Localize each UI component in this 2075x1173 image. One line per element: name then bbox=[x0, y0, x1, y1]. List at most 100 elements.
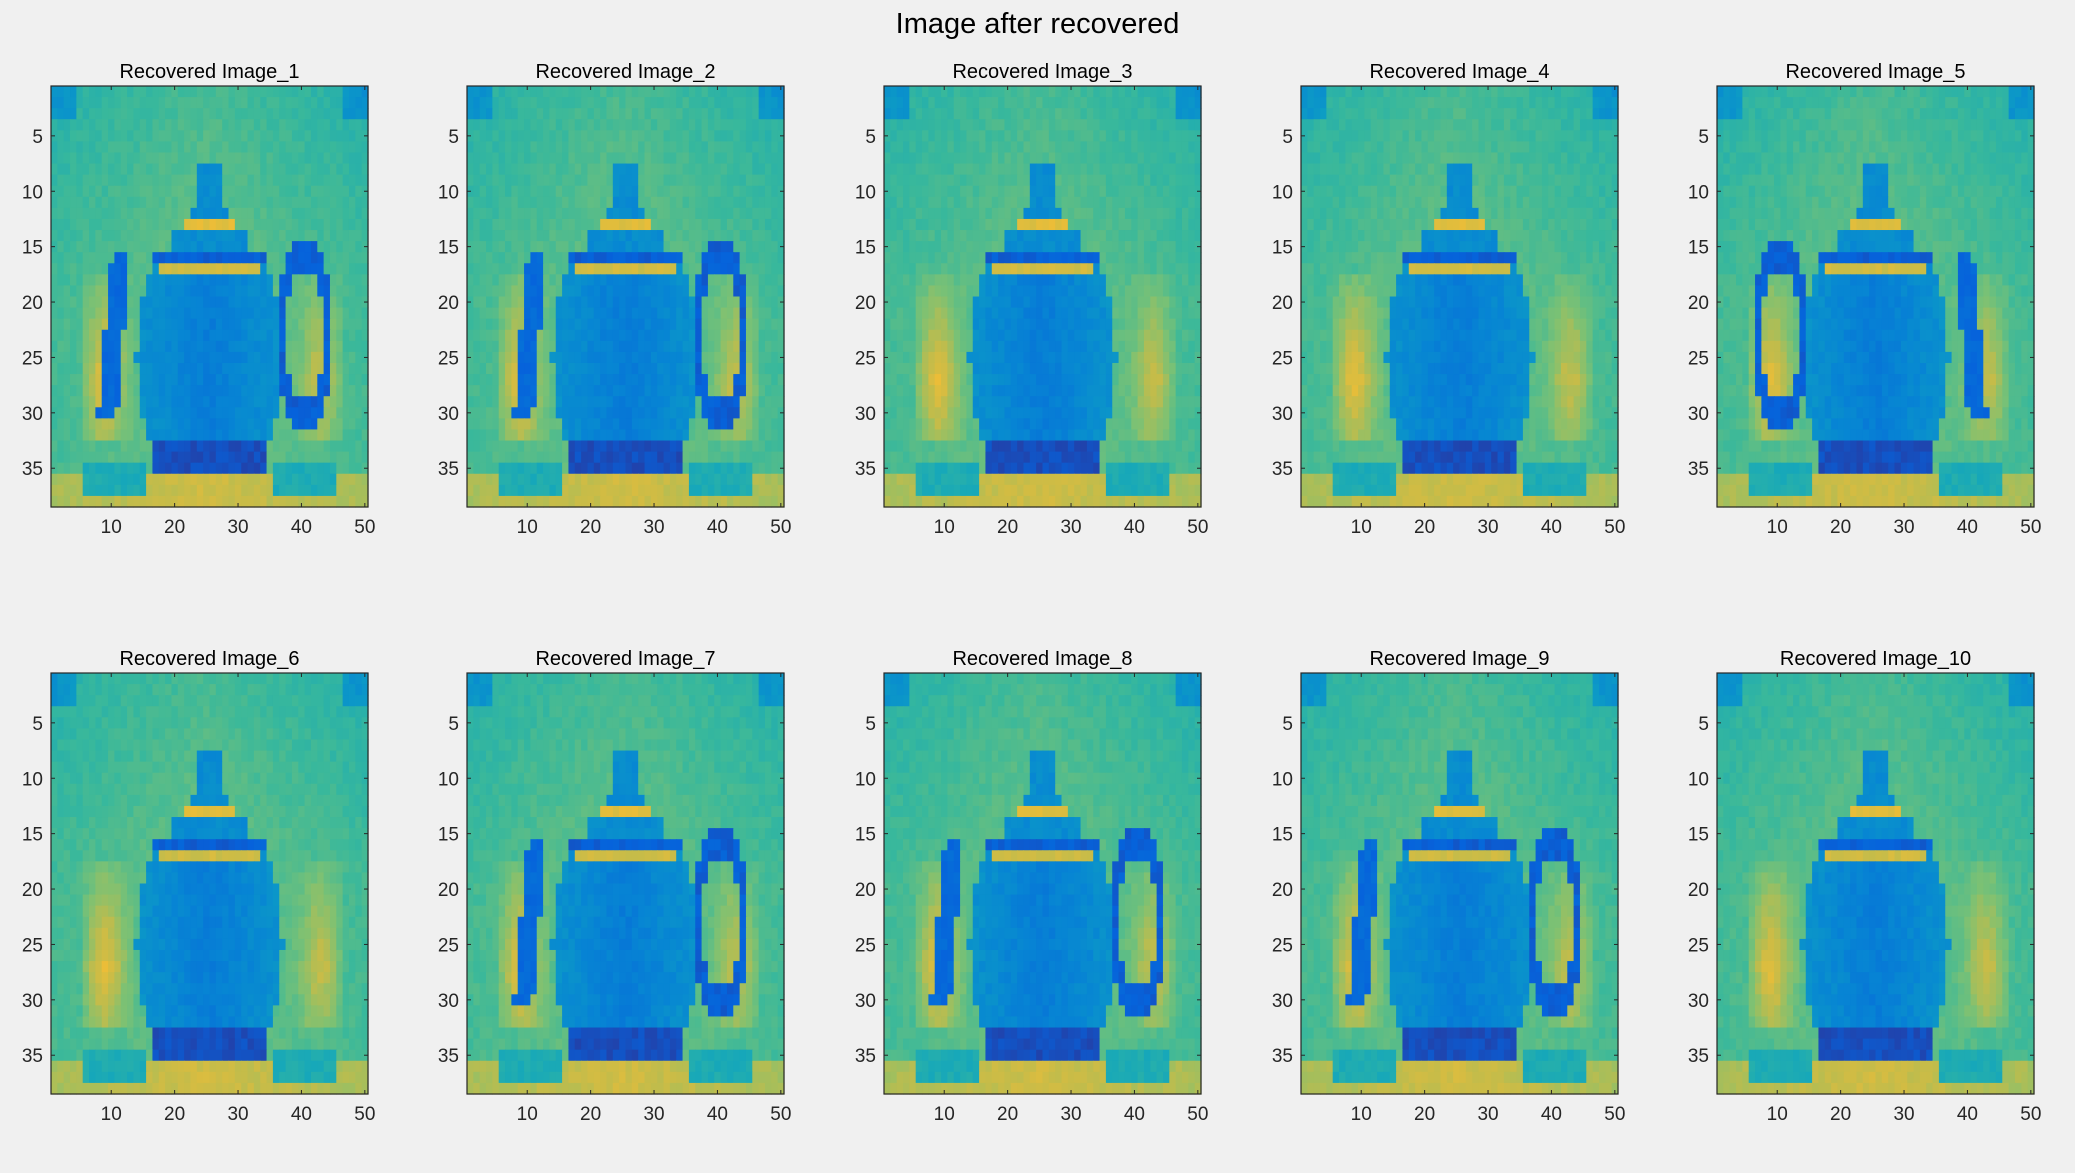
heatmap-cell bbox=[498, 318, 506, 331]
heatmap-cell bbox=[158, 252, 166, 264]
heatmap-cell bbox=[1105, 307, 1113, 320]
heatmap-cell bbox=[524, 385, 531, 397]
heatmap-cell bbox=[985, 274, 993, 287]
heatmap-cell bbox=[612, 207, 620, 220]
heatmap-cell bbox=[82, 252, 90, 264]
heatmap-cell bbox=[998, 141, 1006, 154]
heatmap-cell bbox=[612, 97, 620, 109]
heatmap-cell bbox=[752, 207, 760, 220]
heatmap-cell bbox=[203, 218, 211, 231]
heatmap-cell bbox=[184, 429, 192, 442]
heatmap-cell bbox=[707, 318, 715, 331]
heatmap-cell bbox=[222, 329, 230, 342]
heatmap-cell bbox=[524, 130, 531, 142]
heatmap-cell bbox=[184, 86, 192, 98]
heatmap-cell bbox=[120, 196, 128, 209]
heatmap-cell bbox=[215, 473, 223, 486]
heatmap-cell bbox=[57, 252, 65, 264]
heatmap-cell bbox=[562, 362, 570, 375]
heatmap-cell bbox=[669, 318, 677, 331]
heatmap-cell bbox=[146, 429, 154, 442]
heatmap-cell bbox=[260, 396, 268, 408]
heatmap-cell bbox=[70, 141, 77, 154]
heatmap-cell bbox=[726, 86, 734, 98]
heatmap-cell bbox=[479, 396, 487, 408]
heatmap-cell bbox=[70, 484, 77, 497]
heatmap-cell bbox=[279, 451, 287, 464]
heatmap-cell bbox=[650, 385, 658, 397]
heatmap-cell bbox=[720, 185, 728, 198]
heatmap-cell bbox=[473, 207, 481, 220]
heatmap-cell bbox=[517, 374, 525, 386]
heatmap-cell bbox=[1029, 196, 1037, 209]
heatmap-cell bbox=[304, 152, 312, 165]
heatmap-cell bbox=[266, 108, 274, 120]
heatmap-cell bbox=[517, 141, 525, 154]
heatmap-cell bbox=[285, 86, 293, 98]
heatmap-cell bbox=[657, 329, 665, 342]
heatmap-cell bbox=[196, 429, 204, 442]
heatmap-cell bbox=[89, 252, 96, 264]
heatmap-cell bbox=[158, 385, 166, 397]
heatmap-cell bbox=[234, 351, 242, 364]
heatmap-cell bbox=[1112, 86, 1120, 98]
heatmap-cell bbox=[1042, 196, 1050, 209]
heatmap-cell bbox=[1156, 152, 1164, 165]
heatmap-cell bbox=[89, 285, 96, 298]
heatmap-cell bbox=[600, 152, 608, 165]
heatmap-cell bbox=[82, 340, 90, 353]
heatmap-cell bbox=[342, 274, 350, 287]
heatmap-cell bbox=[253, 196, 261, 209]
heatmap-cell bbox=[184, 119, 192, 131]
heatmap-cell bbox=[530, 230, 538, 242]
heatmap-cell bbox=[739, 429, 747, 442]
heatmap-cell bbox=[342, 418, 350, 431]
heatmap-cell bbox=[657, 307, 665, 320]
heatmap-cell bbox=[196, 462, 204, 475]
heatmap-cell bbox=[329, 396, 337, 408]
heatmap-cell bbox=[76, 108, 84, 120]
heatmap-cell bbox=[70, 174, 77, 187]
heatmap-cell bbox=[196, 185, 204, 198]
heatmap-cell bbox=[638, 252, 646, 264]
heatmap-cell bbox=[1004, 108, 1012, 120]
heatmap-cell bbox=[1162, 241, 1170, 253]
heatmap-cell bbox=[298, 407, 306, 419]
heatmap-cell bbox=[593, 484, 601, 497]
heatmap-cell bbox=[555, 119, 563, 131]
heatmap-cell bbox=[215, 263, 223, 275]
y-tick-label: 5 bbox=[448, 127, 459, 148]
heatmap-cell bbox=[682, 274, 690, 287]
heatmap-cell bbox=[1099, 130, 1107, 142]
heatmap-cell bbox=[915, 130, 923, 142]
heatmap-cell bbox=[650, 119, 658, 131]
heatmap-cell bbox=[184, 130, 192, 142]
heatmap-cell bbox=[574, 385, 582, 397]
heatmap-cell bbox=[1150, 86, 1158, 98]
heatmap-cell bbox=[479, 495, 487, 508]
heatmap-cell bbox=[688, 274, 696, 287]
heatmap-cell bbox=[146, 362, 154, 375]
heatmap-cell bbox=[467, 340, 474, 353]
heatmap-cell bbox=[266, 440, 274, 453]
heatmap-cell bbox=[209, 495, 217, 508]
heatmap-cell bbox=[355, 174, 363, 187]
heatmap-cell bbox=[1169, 241, 1177, 253]
heatmap-cell bbox=[663, 462, 671, 475]
heatmap-cell bbox=[95, 407, 103, 419]
heatmap-cell bbox=[890, 307, 898, 320]
heatmap-cell bbox=[1143, 141, 1151, 154]
heatmap-cell bbox=[555, 385, 563, 397]
heatmap-cell bbox=[1181, 141, 1189, 154]
heatmap-cell bbox=[505, 163, 512, 176]
heatmap-cell bbox=[228, 263, 236, 275]
heatmap-cell bbox=[543, 241, 551, 253]
heatmap-cell bbox=[498, 374, 506, 386]
heatmap-cell bbox=[127, 230, 135, 242]
heatmap-cell bbox=[190, 196, 198, 209]
heatmap-cell bbox=[1074, 141, 1082, 154]
heatmap-cell bbox=[234, 207, 242, 220]
heatmap-cell bbox=[695, 285, 703, 298]
heatmap-cell bbox=[998, 152, 1006, 165]
heatmap-cell bbox=[1029, 263, 1037, 275]
